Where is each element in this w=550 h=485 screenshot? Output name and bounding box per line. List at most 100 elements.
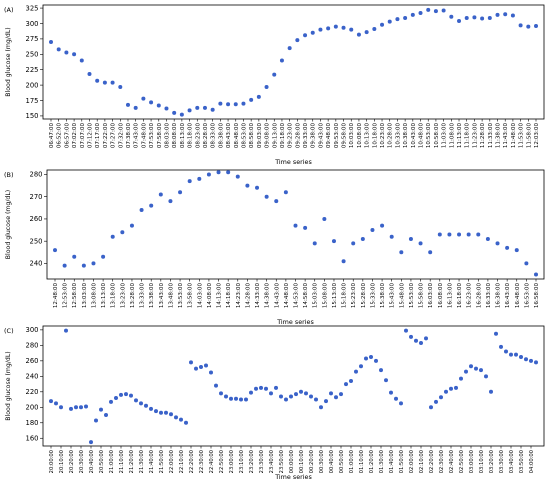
data-point [314,397,318,402]
x-tick-label: 16:23:00 [467,283,473,309]
x-tick-label: 11:58:00 [526,123,532,149]
x-tick-label: 15:03:00 [313,283,319,309]
data-point [179,112,184,117]
data-point [91,261,96,266]
data-point [54,401,58,406]
data-point [110,80,115,85]
data-point [318,27,323,32]
x-tick-label: 12:58:00 [72,283,78,309]
x-tick-label: 01:00:00 [349,450,355,473]
x-tick-label: 09:53:00 [334,123,340,149]
x-tick-label: 16:43:00 [505,283,511,309]
data-point [299,389,303,394]
x-tick-label: 08:33:00 [211,123,217,149]
data-point [62,263,67,268]
x-tick-label: 13:53:00 [178,283,184,309]
y-tick-label: 240 [26,373,39,381]
data-point [505,245,510,250]
data-point [149,100,154,105]
data-point [394,396,398,401]
data-point [457,232,462,237]
data-point [364,356,368,361]
data-point [429,405,433,410]
data-point [156,103,161,108]
data-point [293,223,298,228]
data-point [114,396,118,400]
data-point [110,234,115,239]
data-point [449,14,454,19]
x-tick-label: 20:50:00 [99,450,105,473]
data-point [510,13,515,18]
x-tick-label: 01:50:00 [399,450,405,473]
x-tick-label: 13:08:00 [91,283,97,309]
x-tick-label: 08:08:00 [172,123,178,149]
data-point [519,354,523,359]
data-point [244,397,248,402]
data-point [101,254,106,259]
y-tick-label: 180 [26,419,39,427]
x-tick-label: 22:40:00 [209,450,215,473]
y-axis-label: Blood glucose (mg/dL) [5,190,12,259]
x-tick-label: 14:43:00 [274,283,280,309]
data-point [369,354,373,359]
x-tick-label: 12:53:00 [63,283,69,309]
data-point [256,94,261,99]
y-tick-label: 270 [30,193,43,201]
x-tick-label: 10:08:00 [357,123,363,149]
data-point [380,223,385,228]
data-point [404,328,408,333]
data-point [389,234,394,239]
x-tick-label: 22:30:00 [199,450,205,473]
x-tick-label: 14:58:00 [303,283,309,309]
data-point [409,334,413,339]
data-point [433,9,438,14]
data-point [534,360,538,365]
x-tick-label: 14:28:00 [245,283,251,309]
data-point [344,382,348,387]
data-point [169,412,173,417]
x-tick-label: 14:23:00 [236,283,242,309]
data-point [437,232,442,237]
data-point [159,410,163,415]
x-tick-label: 13:38:00 [149,283,155,309]
x-tick-label: 07:43:00 [134,123,140,149]
panel-label: (B) [4,171,14,179]
x-tick-label: 14:53:00 [294,283,300,309]
data-point [235,174,240,179]
x-tick-label: 14:13:00 [217,283,223,309]
x-axis-label: Time series [274,158,312,166]
data-point [109,399,113,404]
x-tick-label: 08:03:00 [164,123,170,149]
x-tick-label: 06:57:00 [64,123,70,149]
x-tick-label: 03:00:00 [469,450,475,473]
data-point [310,30,315,35]
x-tick-label: 16:13:00 [447,283,453,309]
x-tick-label: 08:18:00 [188,123,194,149]
x-tick-label: 07:12:00 [87,123,93,149]
x-tick-label: 13:13:00 [101,283,107,309]
y-tick-label: 325 [26,4,39,12]
x-tick-label: 15:48:00 [399,283,405,309]
x-tick-label: 12:48:00 [53,283,59,309]
data-point [84,404,88,409]
data-point [534,272,538,277]
data-point [89,440,93,445]
data-point [87,72,92,77]
x-tick-label: 10:43:00 [411,123,417,149]
x-tick-label: 13:18:00 [111,283,117,309]
data-point [426,7,431,12]
data-point [524,261,529,266]
data-point [224,394,228,399]
data-point [489,389,493,394]
data-point [504,349,508,354]
data-point [53,248,57,253]
data-point [239,397,243,402]
data-point [309,394,313,399]
x-tick-label: 16:08:00 [438,283,444,309]
data-point [418,241,423,246]
data-point [370,228,375,233]
x-tick-label: 13:28:00 [130,283,136,309]
data-point [399,401,403,406]
data-point [341,25,346,30]
x-tick-label: 11:08:00 [449,123,455,149]
